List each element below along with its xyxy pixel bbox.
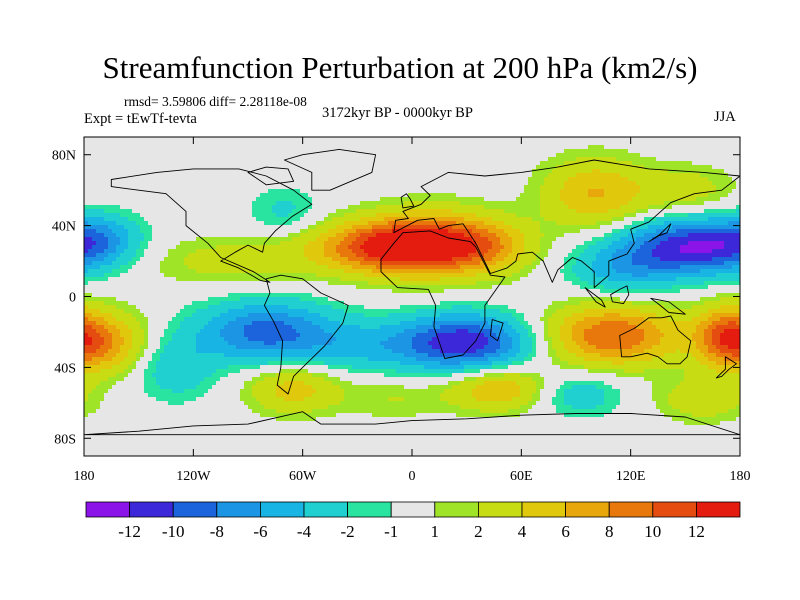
colorbar-label: 1	[431, 522, 440, 541]
coastline-new-guinea	[650, 297, 686, 315]
experiment-label: Expt = tEwTf-tevta	[84, 111, 197, 127]
colorbar-swatch	[434, 501, 479, 518]
x-tick-label: 120E	[616, 469, 646, 484]
coastline-north-america	[110, 168, 313, 283]
coastlines	[84, 148, 740, 436]
colorbar-swatch	[390, 501, 436, 518]
colorbar-swatch	[129, 501, 174, 518]
y-tick-label: 40S	[54, 361, 76, 376]
colorbar-swatch	[85, 501, 130, 518]
x-tick-label: 60E	[510, 469, 533, 484]
colorbar-label: 6	[561, 522, 570, 541]
x-tick-label: 60W	[289, 469, 317, 484]
colorbar-label: -4	[297, 522, 312, 541]
axis-ticks: 180 120W 60W 0 60E 120E 180 80N 40N 0 40S 80S	[52, 137, 751, 484]
colorbar-label: 10	[644, 522, 661, 541]
period-label: 3172kyr BP - 0000kyr BP	[322, 105, 473, 121]
coastline-greenland	[283, 148, 377, 191]
streamfunction-field	[84, 137, 740, 456]
colorbar-label: -1	[384, 522, 398, 541]
coastline-great-britain	[400, 193, 415, 209]
coastline-australia	[619, 315, 692, 365]
colorbar-swatch	[303, 501, 348, 518]
colorbar-label: 2	[474, 522, 483, 541]
x-tick-label: 180	[730, 469, 751, 484]
coastline-africa	[380, 230, 506, 359]
colorbar-swatch	[652, 501, 697, 518]
stats-label: rmsd= 3.59806 diff= 2.28118e-08	[124, 94, 307, 109]
coastline-south-america	[263, 274, 349, 395]
colorbar-label: -2	[341, 522, 355, 541]
x-tick-label: 0	[409, 469, 416, 484]
x-tick-label: 120W	[176, 469, 211, 484]
colorbar-label: 12	[688, 522, 705, 541]
y-tick-label: 80S	[54, 432, 76, 447]
colorbar-swatch	[696, 501, 741, 518]
colorbar-swatch	[521, 501, 566, 518]
colorbar-swatch	[172, 501, 218, 518]
y-tick-label: 40N	[52, 220, 76, 235]
coastline-sumatra	[584, 287, 606, 308]
coastline-baffin-island	[247, 166, 295, 186]
coastline-borneo	[610, 285, 630, 305]
coastline-new-zealand	[715, 356, 737, 379]
colorbar-swatch	[477, 501, 523, 518]
colorbar-swatch	[347, 501, 392, 518]
coastline-madagascar	[489, 319, 504, 342]
colorbar: -12 -10 -8 -6 -4 -2 -1 1 2 4 6 8 10 12	[85, 501, 741, 541]
coastline-japan	[648, 223, 672, 243]
coastline-eurasia	[393, 159, 740, 289]
season-label: JJA	[714, 109, 736, 125]
colorbar-label: 4	[518, 522, 527, 541]
colorbar-label: -6	[253, 522, 267, 541]
coastline-antarctica	[84, 411, 740, 436]
colorbar-swatch	[608, 501, 654, 518]
colorbar-swatch	[259, 501, 305, 518]
x-tick-label: 180	[74, 469, 95, 484]
colorbar-label: -8	[210, 522, 224, 541]
colorbar-swatch	[216, 501, 261, 518]
colorbar-label: -10	[162, 522, 185, 541]
colorbar-label: -12	[118, 522, 141, 541]
colorbar-label: 8	[605, 522, 614, 541]
y-tick-label: 0	[69, 291, 76, 306]
y-tick-label: 80N	[52, 149, 76, 164]
chart-title: Streamfunction Perturbation at 200 hPa (…	[102, 50, 698, 85]
colorbar-swatch	[565, 501, 610, 518]
